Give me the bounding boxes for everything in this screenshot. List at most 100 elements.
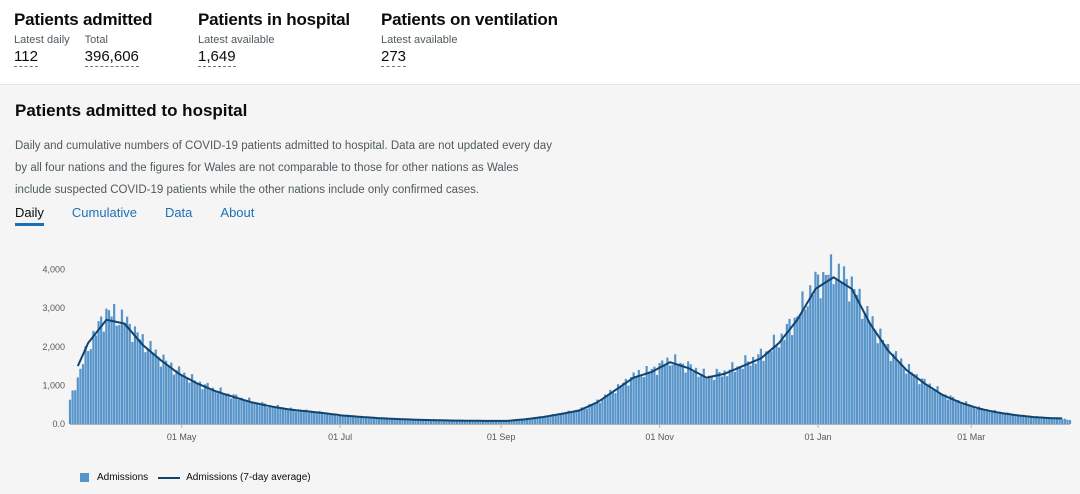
- admissions-bar: [300, 411, 303, 424]
- admissions-bar: [842, 266, 846, 424]
- admissions-bar: [461, 420, 464, 424]
- admissions-bar: [577, 410, 581, 424]
- admissions-bar: [1042, 417, 1046, 424]
- admissions-bar: [416, 419, 420, 424]
- admissions-bar: [146, 349, 150, 424]
- y-tick-label: 1,000: [42, 380, 65, 390]
- admissions-bar: [837, 263, 840, 424]
- admissions-bar: [845, 279, 848, 424]
- admissions-bar: [1055, 418, 1059, 424]
- admissions-bar: [359, 416, 363, 424]
- admissions-bar: [284, 408, 287, 424]
- admissions-bar: [118, 324, 121, 424]
- admissions-bar: [1053, 419, 1056, 424]
- admissions-bar: [1027, 416, 1030, 424]
- admissions-bar: [915, 374, 918, 424]
- admissions-bar: [362, 416, 365, 424]
- admissions-bar: [970, 405, 973, 424]
- admissions-bar: [315, 412, 318, 424]
- admissions-bar: [689, 364, 692, 424]
- admissions-bar: [120, 309, 124, 424]
- admissions-bar: [1029, 416, 1033, 424]
- admissions-bar: [855, 294, 859, 424]
- admissions-bar: [606, 395, 609, 424]
- admissions-bar: [172, 374, 175, 424]
- admissions-bar: [666, 357, 669, 424]
- admissions-bar: [229, 398, 233, 424]
- admissions-bar: [624, 378, 627, 424]
- admissions-bar: [89, 349, 92, 424]
- admissions-bar: [780, 333, 783, 424]
- admissions-bar: [1045, 418, 1048, 424]
- admissions-bar: [1063, 418, 1066, 424]
- x-tick-label: 01 Jan: [805, 432, 832, 442]
- admissions-bar: [770, 351, 773, 424]
- admissions-bar: [858, 288, 861, 424]
- admissions-bar: [468, 420, 472, 424]
- admissions-bar: [739, 366, 742, 424]
- legend-bar-swatch: [80, 473, 89, 482]
- admissions-bar: [250, 402, 253, 424]
- admissions-bar: [801, 291, 804, 424]
- admissions-bar: [990, 411, 994, 424]
- admissions-bar: [572, 411, 575, 424]
- admissions-bar: [349, 416, 352, 424]
- legend-line-swatch: [158, 476, 181, 479]
- admissions-bar: [448, 420, 451, 424]
- admissions-bar: [458, 420, 461, 424]
- admissions-bar: [320, 412, 324, 424]
- admissions-bar: [100, 316, 103, 424]
- admissions-bar: [749, 365, 752, 424]
- admissions-bar: [141, 334, 144, 424]
- admissions-bar: [232, 394, 235, 424]
- tab-cumulative[interactable]: Cumulative: [71, 205, 137, 220]
- admissions-bar: [242, 400, 246, 424]
- x-tick-label: 01 Jul: [328, 432, 352, 442]
- admissions-bar: [375, 417, 378, 424]
- patients-admitted-summary: Patients admitted Latest daily 112 Total…: [14, 10, 152, 67]
- admissions-bar: [188, 382, 191, 424]
- admissions-bar: [775, 345, 778, 424]
- admissions-bar: [988, 411, 991, 424]
- tab-data[interactable]: Data: [164, 205, 193, 220]
- admissions-bar: [655, 374, 659, 424]
- ventilation-value[interactable]: 273: [381, 48, 407, 67]
- admissions-bar: [920, 378, 924, 424]
- tab-about[interactable]: About: [220, 205, 255, 220]
- admissions-bar: [248, 397, 251, 424]
- admissions-bar: [492, 421, 495, 424]
- admissions-bar: [816, 274, 820, 424]
- admissions-bar: [463, 420, 466, 424]
- latest-daily-value[interactable]: 112: [14, 48, 38, 67]
- admissions-bar: [923, 378, 926, 424]
- total-value[interactable]: 396,606: [84, 48, 139, 67]
- admissions-bar: [79, 368, 82, 424]
- admissions-bar: [352, 416, 355, 424]
- admissions-bar: [237, 399, 240, 424]
- admissions-bar: [84, 346, 87, 424]
- in-hospital-value[interactable]: 1,649: [198, 48, 236, 67]
- admissions-bar: [274, 406, 277, 424]
- card-title: Patients admitted to hospital: [15, 101, 248, 120]
- admissions-bar: [993, 410, 996, 424]
- admissions-bar: [559, 413, 563, 424]
- legend-average-label: Admissions (7-day average): [186, 472, 311, 483]
- admissions-bar: [1058, 418, 1061, 424]
- admissions-bar: [998, 412, 1001, 424]
- admissions-bar: [507, 420, 511, 424]
- tab-daily[interactable]: Daily: [15, 205, 44, 226]
- admissions-bar: [733, 371, 737, 424]
- admissions-bar: [889, 360, 892, 424]
- admissions-bar: [632, 372, 635, 424]
- admissions-bar: [642, 377, 646, 424]
- patients-on-ventilation-summary: Patients on ventilation Latest available…: [381, 10, 558, 67]
- admissions-bar: [310, 411, 313, 424]
- admissions-bar: [933, 391, 937, 424]
- admissions-bar: [585, 408, 588, 424]
- admissions-bar: [1037, 417, 1040, 424]
- admissions-bar: [255, 402, 259, 424]
- admissions-bar: [959, 403, 963, 424]
- admissions-bar: [603, 394, 607, 424]
- admissions-bar: [710, 375, 713, 424]
- x-tick-label: 01 May: [167, 432, 197, 442]
